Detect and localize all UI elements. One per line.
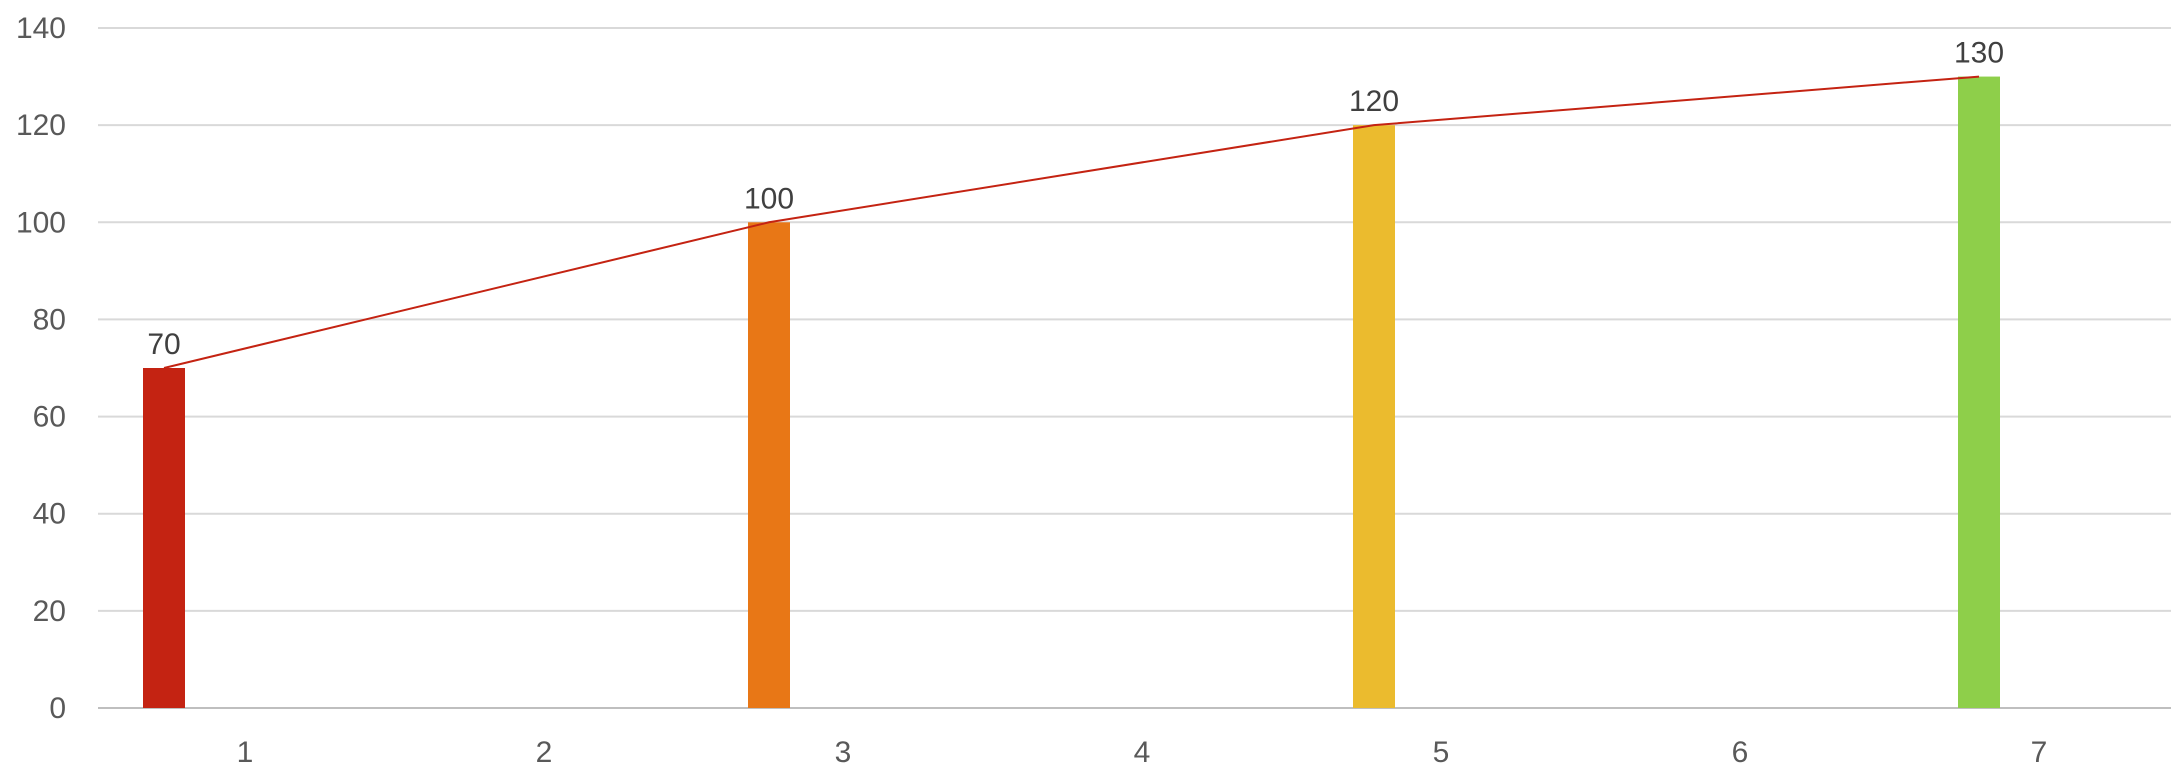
x-tick-label: 6 (1732, 736, 1749, 765)
y-axis-ticks: 0 20 40 60 80 100 120 140 (16, 12, 66, 725)
y-tick-label: 120 (16, 109, 66, 142)
bar (1958, 76, 2000, 709)
y-tick-label: 100 (16, 206, 66, 239)
x-tick-label: 1 (237, 736, 254, 765)
data-label: 120 (1349, 85, 1399, 118)
data-label: 130 (1954, 37, 2004, 70)
gridlines (98, 27, 2171, 709)
y-tick-label: 20 (33, 595, 66, 628)
x-tick-label: 4 (1134, 736, 1151, 765)
trend-line-layer (163, 75, 1980, 369)
y-tick-label: 140 (16, 12, 66, 45)
bar (143, 368, 185, 708)
y-tick-label: 40 (33, 498, 66, 531)
trend-line (163, 75, 1980, 369)
data-label: 70 (147, 328, 180, 361)
data-label: 100 (744, 182, 794, 215)
bar (748, 222, 790, 709)
y-tick-label: 0 (49, 692, 66, 725)
bars (143, 76, 2000, 709)
y-tick-label: 60 (33, 401, 66, 434)
y-tick-label: 80 (33, 303, 66, 336)
x-tick-label: 7 (2031, 736, 2048, 765)
x-tick-label: 5 (1433, 736, 1450, 765)
x-tick-label: 2 (536, 736, 553, 765)
x-axis-ticks: 1 2 3 4 5 6 7 (237, 736, 2048, 765)
data-labels: 70 100 120 130 (147, 37, 2004, 361)
bar (1353, 125, 1395, 708)
x-tick-label: 3 (835, 736, 852, 765)
